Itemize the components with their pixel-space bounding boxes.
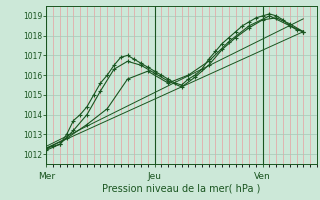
X-axis label: Pression niveau de la mer( hPa ): Pression niveau de la mer( hPa ) xyxy=(102,183,261,193)
